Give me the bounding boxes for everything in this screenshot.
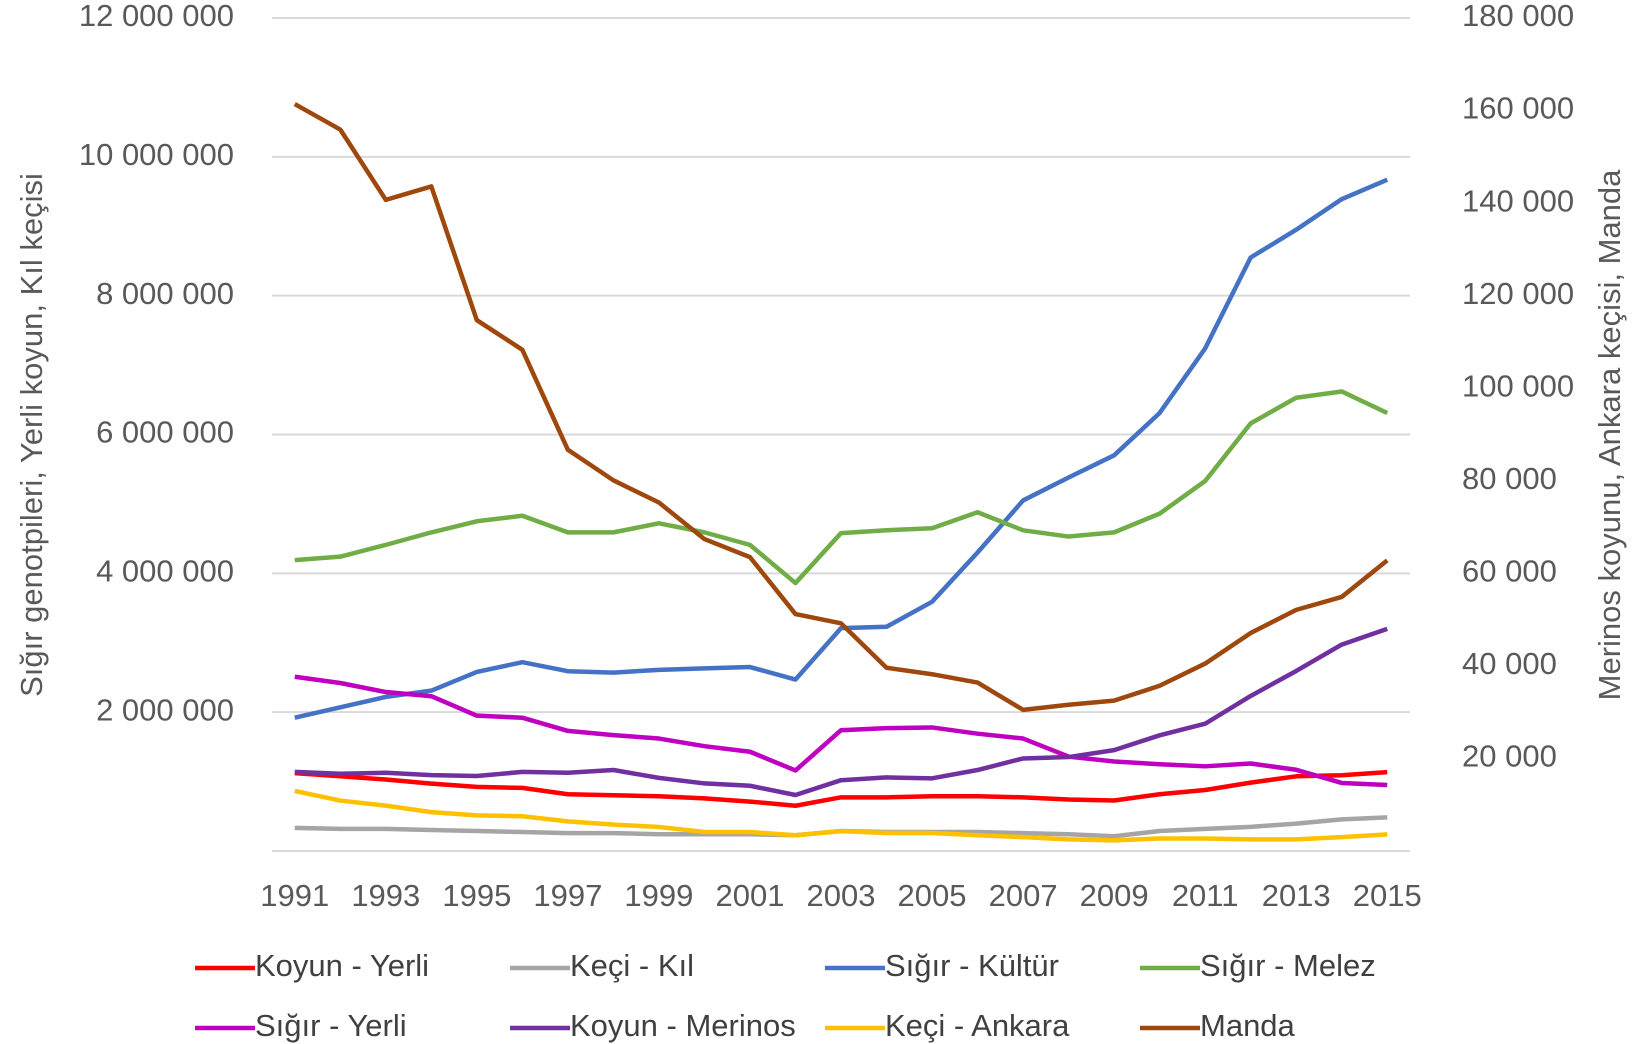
y-axis-title: Sığır genotpileri, Yerli koyun, Kıl keçi… [14,173,49,697]
y2-tick-label: 180 000 [1462,0,1574,33]
x-tick-label: 1999 [624,878,693,913]
legend-label: Koyun - Yerli [255,948,429,983]
series-line [294,788,1388,843]
legend-label: Sığır - Yerli [255,1008,407,1043]
legend-label: Manda [1200,1008,1296,1043]
series-line [293,102,1389,713]
y-tick-label: 12 000 000 [79,0,234,33]
series-line [294,389,1389,586]
series-line [294,769,1388,808]
y2-tick-label: 140 000 [1462,183,1574,218]
y2-axis-title: Merinos koyunu, Ankara keçisi, Manda [1592,169,1627,700]
legend-label: Keçi - Ankara [885,1008,1070,1043]
y2-tick-label: 80 000 [1462,461,1557,496]
legend-label: Koyun - Merinos [570,1008,796,1043]
legend-label: Keçi - Kıl [570,948,694,983]
x-tick-label: 2003 [807,878,876,913]
y2-tick-label: 40 000 [1462,646,1557,681]
x-tick-label: 1991 [260,878,329,913]
y-tick-label: 8 000 000 [96,276,234,311]
x-tick-label: 1997 [533,878,602,913]
series-line [294,815,1388,839]
y-tick-label: 6 000 000 [96,415,234,450]
x-tick-label: 1993 [351,878,420,913]
y-tick-label: 2 000 000 [96,692,234,727]
x-tick-label: 2013 [1262,878,1331,913]
y-tick-label: 10 000 000 [79,137,234,172]
y2-tick-label: 100 000 [1462,368,1574,403]
x-tick-label: 2011 [1172,878,1239,913]
x-tick-label: 2009 [1080,878,1149,913]
legend: Koyun - Yerli Keçi - Kıl Sığır - Kültür Sığ… [195,948,1376,1043]
x-tick-label: 1995 [442,878,511,913]
y2-tick-label: 20 000 [1462,739,1557,774]
x-tick-label: 2015 [1353,878,1422,913]
series-line [294,674,1388,788]
y2-tick-label: 160 000 [1462,91,1574,126]
series-line [294,177,1389,720]
y-tick-label: 4 000 000 [96,554,234,589]
y2-tick-label: 60 000 [1462,554,1557,589]
x-tick-label: 2001 [715,878,784,913]
x-tick-label: 2005 [898,878,967,913]
legend-label: Sığır - Kültür [885,948,1059,983]
legend-label: Sığır - Melez [1200,948,1376,983]
y2-tick-label: 120 000 [1462,276,1574,311]
x-tick-label: 2007 [989,878,1058,913]
series-line [294,626,1388,798]
